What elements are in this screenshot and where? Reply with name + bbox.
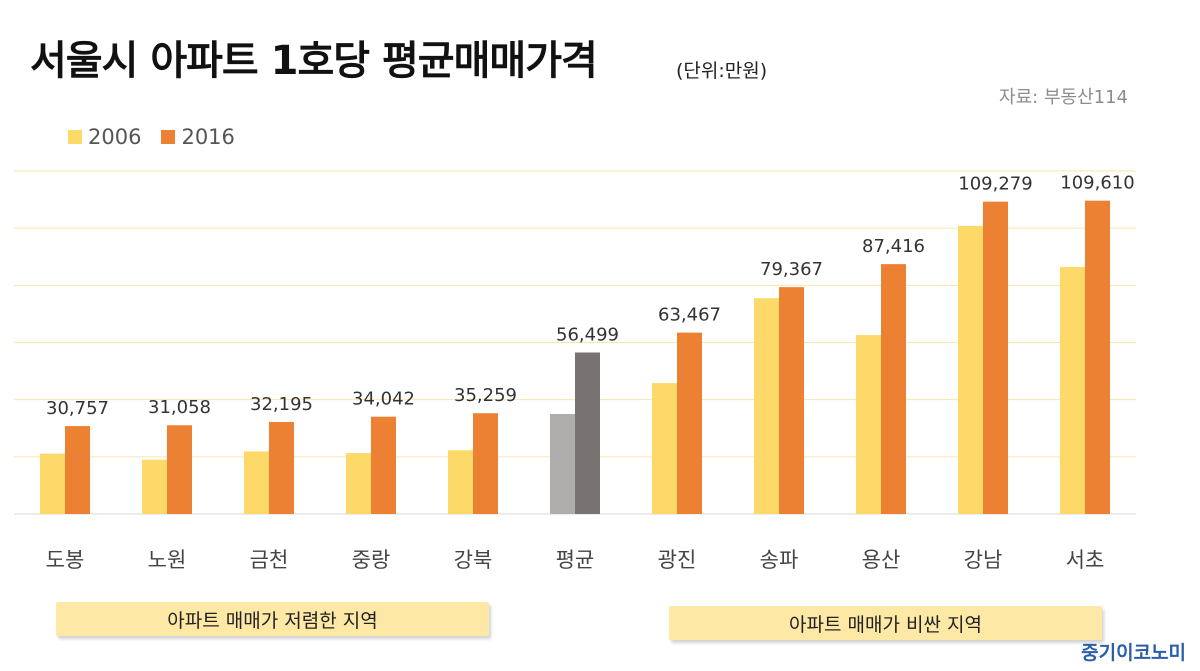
bar-2016-용산 (881, 264, 906, 514)
x-tick-label-송파: 송파 (760, 548, 799, 572)
legend-label-2006: 2006 (88, 125, 142, 149)
x-tick-label-금천: 금천 (250, 548, 289, 572)
bar-2016-노원 (167, 425, 192, 514)
data-label-2016-강북: 35,259 (454, 385, 517, 406)
x-tick-label-강남: 강남 (964, 548, 1003, 572)
bar-2016-중랑 (371, 416, 396, 514)
x-tick-label-평균: 평균 (556, 548, 595, 572)
bar-2006-평균 (550, 413, 575, 514)
unit-label: (단위:만원) (676, 60, 768, 82)
legend-swatch-2016 (161, 130, 176, 144)
x-tick-label-서초: 서초 (1066, 548, 1105, 572)
data-label-2016-용산: 87,416 (862, 236, 925, 257)
legend-item-2006: 2006 (68, 125, 141, 149)
legend-label-2016: 2016 (181, 125, 235, 149)
bar-2006-중랑 (346, 453, 371, 514)
legend-swatch-2006 (68, 130, 82, 144)
bar-2016-평균 (575, 352, 600, 514)
data-label-2016-강남: 109,279 (958, 174, 1032, 195)
expensive-region-annotation: 아파트 매매가 비싼 지역 (669, 606, 1102, 640)
x-tick-label-노원: 노원 (148, 548, 187, 572)
data-label-2016-서초: 109,610 (1060, 173, 1134, 194)
bar-2016-서초 (1085, 200, 1110, 514)
bar-2006-송파 (754, 298, 779, 514)
x-tick-label-강북: 강북 (454, 548, 493, 572)
x-tick-label-용산: 용산 (862, 548, 901, 572)
bar-2016-송파 (779, 287, 804, 514)
cheap-region-annotation: 아파트 매매가 저렴한 지역 (56, 602, 489, 636)
bar-2016-광진 (677, 332, 702, 514)
bar-2006-노원 (142, 459, 167, 514)
x-tick-label-도봉: 도봉 (46, 548, 85, 572)
x-tick-label-광진: 광진 (658, 548, 697, 572)
chart-title: 서울시 아파트 1호당 평균매매가격 (30, 38, 598, 84)
bar-2016-강남 (983, 201, 1008, 514)
brand-logo: 중기이코노미 (1081, 642, 1186, 664)
bar-2016-강북 (473, 413, 498, 514)
bar-2016-금천 (269, 421, 294, 514)
data-label-2016-송파: 79,367 (760, 259, 823, 280)
source-label: 자료: 부동산114 (999, 87, 1128, 108)
bar-2006-금천 (244, 451, 269, 514)
bar-2016-도봉 (65, 426, 90, 514)
data-label-2016-노원: 31,058 (148, 397, 211, 418)
legend: 2006 2016 (68, 125, 255, 149)
data-label-2016-금천: 32,195 (250, 394, 313, 415)
data-label-2016-중랑: 34,042 (352, 389, 415, 410)
data-label-2016-도봉: 30,757 (46, 398, 109, 419)
bar-2006-강남 (958, 225, 983, 514)
data-label-2016-광진: 63,467 (658, 305, 721, 326)
x-tick-label-중랑: 중랑 (352, 548, 391, 572)
legend-item-2016: 2016 (161, 125, 235, 149)
bar-2006-서초 (1060, 267, 1085, 514)
bar-2006-광진 (652, 383, 677, 514)
data-label-2016-평균: 56,499 (556, 325, 619, 346)
bar-2006-용산 (856, 335, 881, 514)
bar-2006-도봉 (40, 453, 65, 514)
bar-2006-강북 (448, 450, 473, 514)
